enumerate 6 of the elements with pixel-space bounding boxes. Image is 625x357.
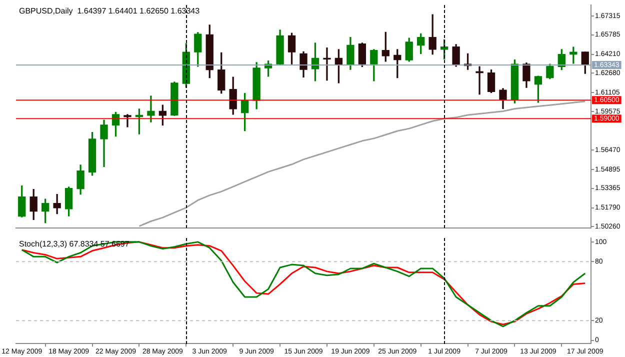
candlestick xyxy=(53,194,61,214)
chart-title: GBPUSD,Daily 1.64397 1.64401 1.62650 1.63343 xyxy=(19,6,200,16)
candlestick xyxy=(124,114,132,128)
candlestick xyxy=(476,66,484,95)
candlestick xyxy=(147,96,155,122)
candlestick xyxy=(323,48,331,81)
